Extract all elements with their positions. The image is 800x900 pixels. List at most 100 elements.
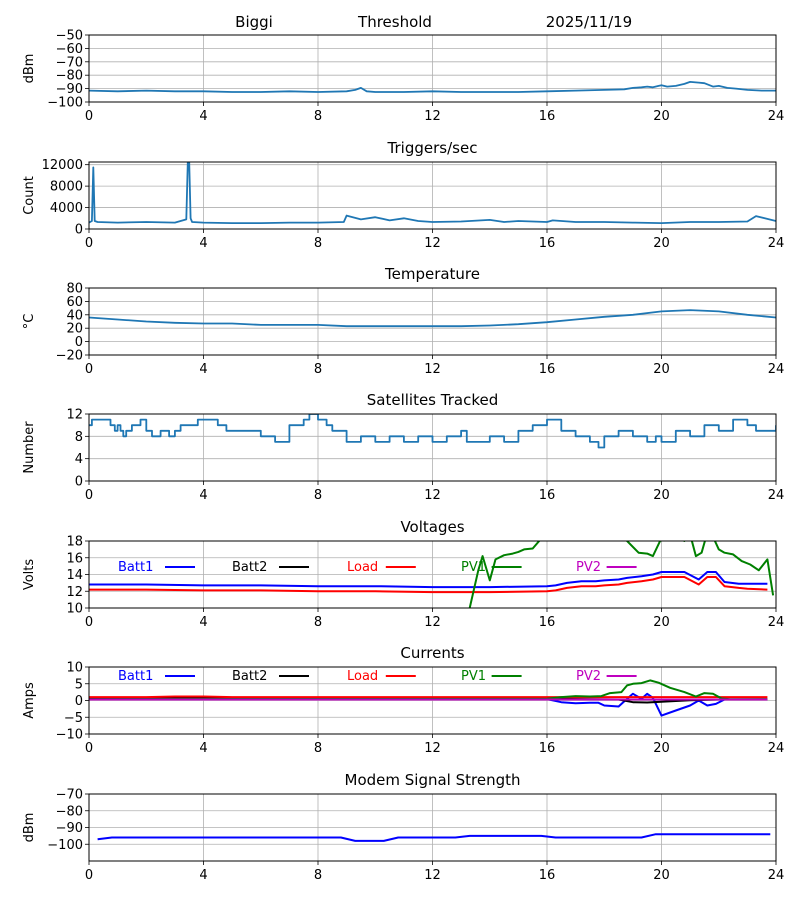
y-axis-label: Number — [22, 421, 37, 474]
y-tick-label: 60 — [66, 295, 83, 310]
x-tick-label: 8 — [314, 741, 322, 756]
series-group — [89, 81, 776, 93]
x-tick-label: 4 — [199, 615, 207, 630]
y-tick-label: 8 — [75, 430, 83, 445]
y-tick-label: 10 — [66, 602, 83, 617]
y-tick-label: 18 — [66, 535, 83, 550]
x-tick-label: 8 — [314, 615, 322, 630]
y-tick-label: 4 — [75, 452, 83, 467]
x-tick-label: 12 — [424, 868, 441, 883]
header-station: Biggi — [235, 13, 273, 31]
x-tick-label: 8 — [314, 236, 322, 251]
x-tick-label: 16 — [539, 236, 556, 251]
y-tick-label: −90 — [56, 821, 83, 836]
x-tick-label: 0 — [85, 741, 93, 756]
panel-title: Currents — [400, 644, 464, 662]
x-tick-label: 20 — [653, 868, 670, 883]
y-tick-label: −5 — [64, 711, 83, 726]
y-tick-label: 20 — [66, 322, 83, 337]
x-tick-label: 0 — [85, 615, 93, 630]
series-line-modem — [97, 833, 771, 842]
y-tick-label: 10 — [66, 661, 83, 676]
x-tick-label: 4 — [199, 868, 207, 883]
y-axis-label: Count — [22, 176, 37, 215]
x-tick-label: 24 — [768, 109, 785, 124]
x-tick-label: 0 — [85, 236, 93, 251]
legend-label-batt1: Batt1 — [118, 669, 153, 684]
y-axis-label: dBm — [22, 54, 37, 84]
x-tick-label: 4 — [199, 362, 207, 377]
series-line-load — [89, 576, 768, 594]
x-tick-label: 0 — [85, 109, 93, 124]
series-group — [89, 679, 768, 717]
series-line-pv1 — [468, 541, 775, 608]
x-tick-label: 16 — [539, 868, 556, 883]
x-tick-label: 24 — [768, 362, 785, 377]
y-tick-label: 0 — [75, 335, 83, 350]
legend-label-load: Load — [347, 560, 378, 575]
x-tick-label: 8 — [314, 868, 322, 883]
x-tick-label: 12 — [424, 236, 441, 251]
y-tick-label: 12000 — [42, 158, 83, 173]
x-tick-label: 24 — [768, 868, 785, 883]
panel-title: Modem Signal Strength — [345, 771, 521, 789]
x-tick-label: 16 — [539, 109, 556, 124]
panel-threshold: 0 4 8 12 16 20 24 −100−90−80−70−60−50 dBm — [22, 29, 784, 125]
legend-label-batt2: Batt2 — [232, 669, 267, 684]
y-tick-label: −80 — [56, 69, 83, 84]
x-tick-label: 12 — [424, 362, 441, 377]
y-tick-label: 80 — [66, 282, 83, 297]
panel-satellites: 0 4 8 12 16 20 24 0 4 8 12 Number Satellites Tracked — [22, 391, 784, 503]
panel-title: Satellites Tracked — [367, 391, 498, 409]
legend-label-pv1: PV1 — [461, 560, 486, 575]
x-tick-label: 16 — [539, 741, 556, 756]
legend-label-pv2: PV2 — [576, 560, 601, 575]
y-tick-label: −100 — [47, 838, 83, 853]
series-line-triggers — [89, 162, 776, 224]
y-tick-label: 0 — [75, 694, 83, 709]
y-axis-label: Amps — [22, 682, 37, 719]
series-line-threshold — [89, 81, 776, 93]
legend-label-pv2: PV2 — [576, 669, 601, 684]
y-tick-label: 16 — [66, 551, 83, 566]
x-tick-label: 12 — [424, 488, 441, 503]
x-tick-label: 12 — [424, 109, 441, 124]
x-tick-label: 8 — [314, 109, 322, 124]
legend-label-batt2: Batt2 — [232, 560, 267, 575]
header-date: 2025/11/19 — [546, 13, 632, 31]
y-tick-label: 40 — [66, 308, 83, 323]
y-tick-label: 12 — [66, 585, 83, 600]
legend-label-batt1: Batt1 — [118, 560, 153, 575]
y-tick-label: 8000 — [50, 180, 83, 195]
y-tick-label: 5 — [75, 677, 83, 692]
y-tick-label: −90 — [56, 82, 83, 97]
y-tick-label: −80 — [56, 804, 83, 819]
x-tick-label: 16 — [539, 488, 556, 503]
y-tick-label: 12 — [66, 408, 83, 423]
x-tick-label: 24 — [768, 488, 785, 503]
x-tick-label: 12 — [424, 741, 441, 756]
series-line-temperature — [89, 309, 776, 328]
panel-title: Temperature — [384, 265, 480, 283]
x-tick-label: 20 — [653, 109, 670, 124]
x-tick-label: 0 — [85, 362, 93, 377]
x-tick-label: 0 — [85, 868, 93, 883]
x-tick-label: 24 — [768, 236, 785, 251]
y-tick-label: 4000 — [50, 201, 83, 216]
panel-triggers: 0 4 8 12 16 20 24 0 4000 8000 12000 Count Triggers/s… — [22, 139, 784, 251]
y-tick-label: −20 — [56, 349, 83, 364]
series-line-load — [89, 695, 768, 699]
series-line-batt1 — [89, 571, 768, 589]
x-tick-label: 0 — [85, 488, 93, 503]
y-tick-label: −70 — [56, 55, 83, 70]
y-tick-label: 0 — [75, 223, 83, 238]
x-tick-label: 24 — [768, 615, 785, 630]
x-tick-label: 20 — [653, 236, 670, 251]
panel-title: Triggers/sec — [387, 139, 478, 157]
panel-title: Voltages — [400, 518, 464, 536]
series-group — [97, 833, 771, 842]
y-tick-label: 14 — [66, 568, 83, 583]
x-tick-label: 16 — [539, 615, 556, 630]
x-tick-label: 4 — [199, 109, 207, 124]
